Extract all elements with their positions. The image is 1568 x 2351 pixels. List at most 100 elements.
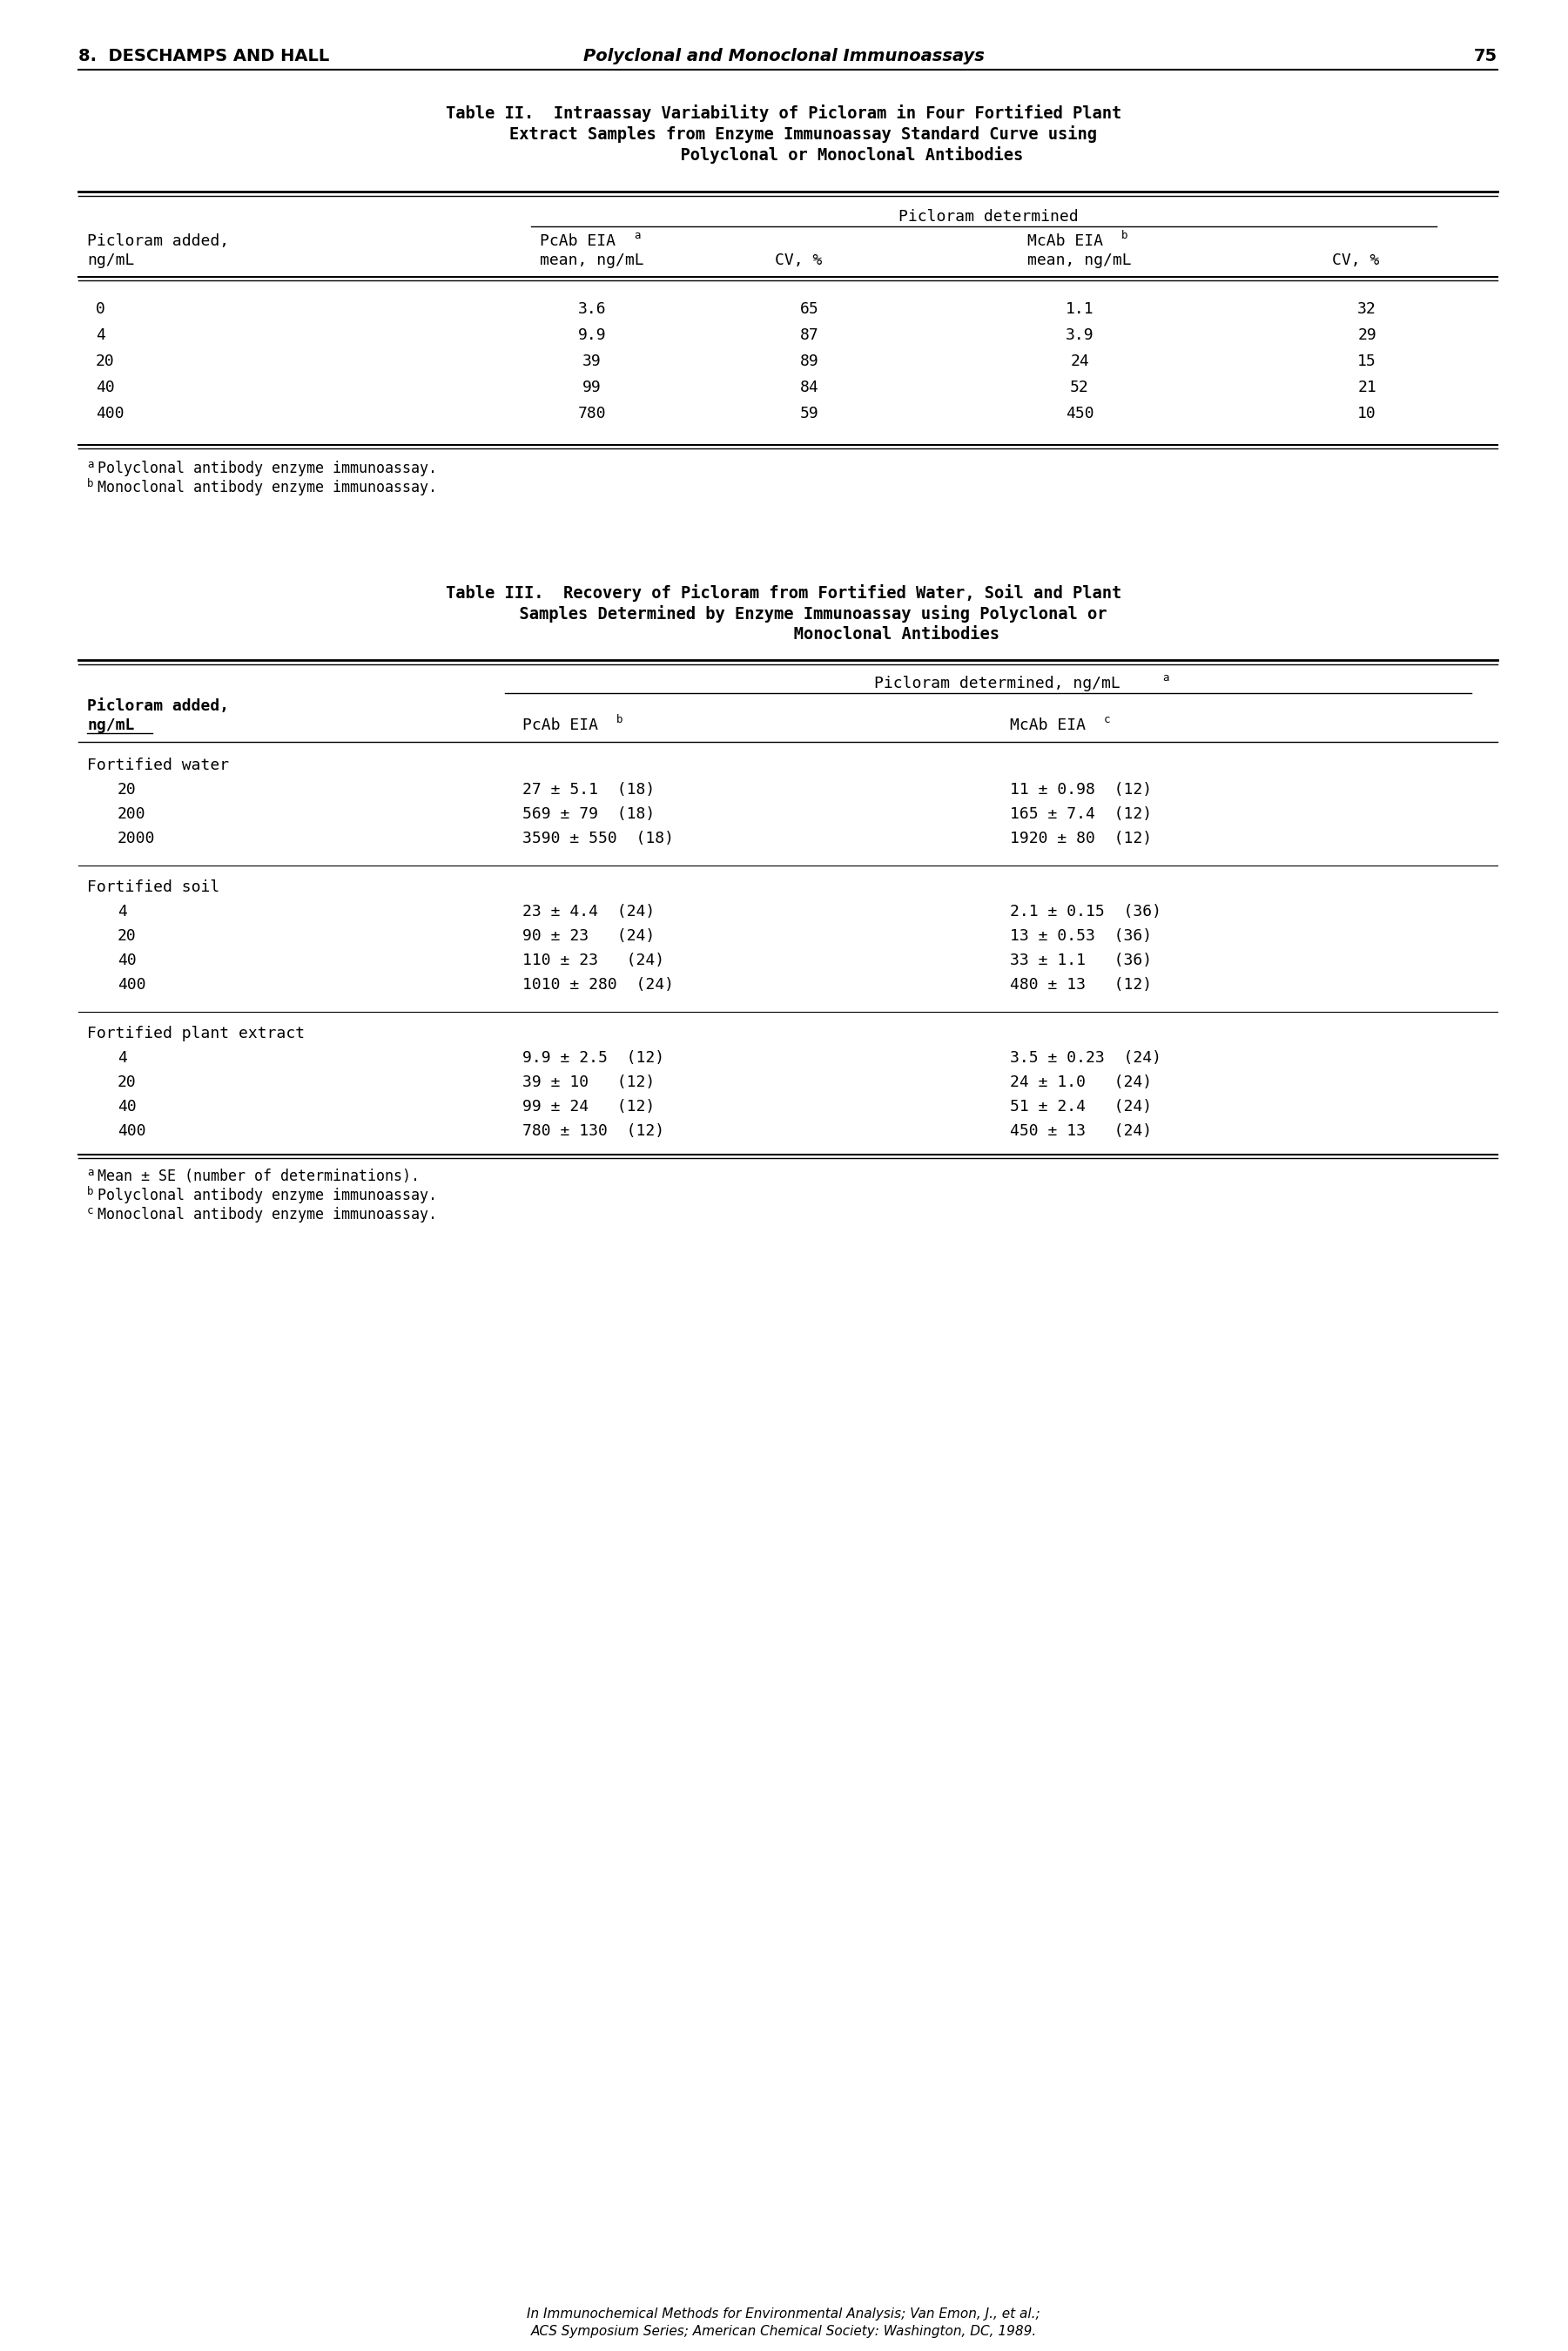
Text: CV, %: CV, % xyxy=(1333,252,1380,268)
Text: Monoclonal antibody enzyme immunoassay.: Monoclonal antibody enzyme immunoassay. xyxy=(97,1206,437,1223)
Text: Fortified plant extract: Fortified plant extract xyxy=(88,1025,304,1041)
Text: 0: 0 xyxy=(96,301,105,317)
Text: b: b xyxy=(616,715,622,726)
Text: Fortified soil: Fortified soil xyxy=(88,879,220,896)
Text: 99 ± 24   (12): 99 ± 24 (12) xyxy=(522,1098,655,1114)
Text: 15: 15 xyxy=(1358,353,1377,369)
Text: ng/mL: ng/mL xyxy=(88,252,135,268)
Text: 89: 89 xyxy=(800,353,818,369)
Text: 450 ± 13   (24): 450 ± 13 (24) xyxy=(1010,1124,1152,1138)
Text: 110 ± 23   (24): 110 ± 23 (24) xyxy=(522,952,665,969)
Text: PcAb EIA: PcAb EIA xyxy=(522,717,597,734)
Text: Picloram added,: Picloram added, xyxy=(88,698,229,715)
Text: 400: 400 xyxy=(118,978,146,992)
Text: 780: 780 xyxy=(579,407,607,421)
Text: 20: 20 xyxy=(96,353,114,369)
Text: 400: 400 xyxy=(96,407,124,421)
Text: 400: 400 xyxy=(118,1124,146,1138)
Text: 2.1 ± 0.15  (36): 2.1 ± 0.15 (36) xyxy=(1010,903,1162,919)
Text: 24: 24 xyxy=(1069,353,1090,369)
Text: McAb EIA: McAb EIA xyxy=(1010,717,1085,734)
Text: 40: 40 xyxy=(96,379,114,395)
Text: 33 ± 1.1   (36): 33 ± 1.1 (36) xyxy=(1010,952,1152,969)
Text: McAb EIA: McAb EIA xyxy=(1027,233,1102,249)
Text: 40: 40 xyxy=(118,952,136,969)
Text: a: a xyxy=(88,1166,94,1178)
Text: 39: 39 xyxy=(583,353,602,369)
Text: 3.5 ± 0.23  (24): 3.5 ± 0.23 (24) xyxy=(1010,1051,1162,1065)
Text: 27 ± 5.1  (18): 27 ± 5.1 (18) xyxy=(522,783,655,797)
Text: b: b xyxy=(88,477,94,489)
Text: 11 ± 0.98  (12): 11 ± 0.98 (12) xyxy=(1010,783,1152,797)
Text: Extract Samples from Enzyme Immunoassay Standard Curve using: Extract Samples from Enzyme Immunoassay … xyxy=(470,125,1098,143)
Text: Mean ± SE (number of determinations).: Mean ± SE (number of determinations). xyxy=(97,1168,420,1185)
Text: a: a xyxy=(1162,672,1168,684)
Text: 9.9: 9.9 xyxy=(579,327,607,343)
Text: Table II.  Intraassay Variability of Picloram in Four Fortified Plant: Table II. Intraassay Variability of Picl… xyxy=(445,103,1121,122)
Text: Polyclonal and Monoclonal Immunoassays: Polyclonal and Monoclonal Immunoassays xyxy=(583,47,985,63)
Text: 480 ± 13   (12): 480 ± 13 (12) xyxy=(1010,978,1152,992)
Text: 51 ± 2.4   (24): 51 ± 2.4 (24) xyxy=(1010,1098,1152,1114)
Text: c: c xyxy=(1104,715,1110,726)
Text: Picloram added,: Picloram added, xyxy=(88,233,229,249)
Text: 65: 65 xyxy=(800,301,818,317)
Text: Samples Determined by Enzyme Immunoassay using Polyclonal or: Samples Determined by Enzyme Immunoassay… xyxy=(461,604,1107,623)
Text: 569 ± 79  (18): 569 ± 79 (18) xyxy=(522,806,655,823)
Text: Polyclonal antibody enzyme immunoassay.: Polyclonal antibody enzyme immunoassay. xyxy=(97,461,437,477)
Text: 3.6: 3.6 xyxy=(579,301,607,317)
Text: 8.  DESCHAMPS AND HALL: 8. DESCHAMPS AND HALL xyxy=(78,47,329,63)
Text: CV, %: CV, % xyxy=(775,252,822,268)
Text: 780 ± 130  (12): 780 ± 130 (12) xyxy=(522,1124,665,1138)
Text: mean, ng/mL: mean, ng/mL xyxy=(539,252,644,268)
Text: 2000: 2000 xyxy=(118,830,155,846)
Text: ng/mL: ng/mL xyxy=(88,717,135,734)
Text: 40: 40 xyxy=(118,1098,136,1114)
Text: 87: 87 xyxy=(800,327,818,343)
Text: 9.9 ± 2.5  (12): 9.9 ± 2.5 (12) xyxy=(522,1051,665,1065)
Text: Polyclonal antibody enzyme immunoassay.: Polyclonal antibody enzyme immunoassay. xyxy=(97,1187,437,1204)
Text: 4: 4 xyxy=(96,327,105,343)
Text: 21: 21 xyxy=(1358,379,1377,395)
Text: Table III.  Recovery of Picloram from Fortified Water, Soil and Plant: Table III. Recovery of Picloram from For… xyxy=(445,585,1121,602)
Text: Picloram determined, ng/mL: Picloram determined, ng/mL xyxy=(873,675,1120,691)
Text: 1010 ± 280  (24): 1010 ± 280 (24) xyxy=(522,978,674,992)
Text: 450: 450 xyxy=(1065,407,1094,421)
Text: c: c xyxy=(88,1206,94,1215)
Text: 4: 4 xyxy=(118,903,127,919)
Text: 200: 200 xyxy=(118,806,146,823)
Text: PcAb EIA: PcAb EIA xyxy=(539,233,616,249)
Text: Fortified water: Fortified water xyxy=(88,757,229,773)
Text: 1.1: 1.1 xyxy=(1065,301,1094,317)
Text: 59: 59 xyxy=(800,407,818,421)
Text: 75: 75 xyxy=(1474,47,1497,63)
Text: 52: 52 xyxy=(1069,379,1090,395)
Text: ACS Symposium Series; American Chemical Society: Washington, DC, 1989.: ACS Symposium Series; American Chemical … xyxy=(530,2325,1036,2337)
Text: 1920 ± 80  (12): 1920 ± 80 (12) xyxy=(1010,830,1152,846)
Text: a: a xyxy=(88,458,94,470)
Text: 3590 ± 550  (18): 3590 ± 550 (18) xyxy=(522,830,674,846)
Text: b: b xyxy=(88,1185,94,1197)
Text: Monoclonal antibody enzyme immunoassay.: Monoclonal antibody enzyme immunoassay. xyxy=(97,480,437,496)
Text: 84: 84 xyxy=(800,379,818,395)
Text: mean, ng/mL: mean, ng/mL xyxy=(1027,252,1132,268)
Text: 4: 4 xyxy=(118,1051,127,1065)
Text: b: b xyxy=(1121,230,1127,242)
Text: Picloram determined: Picloram determined xyxy=(898,209,1079,226)
Text: a: a xyxy=(633,230,640,242)
Text: In Immunochemical Methods for Environmental Analysis; Van Emon, J., et al.;: In Immunochemical Methods for Environmen… xyxy=(527,2306,1040,2320)
Text: 90 ± 23   (24): 90 ± 23 (24) xyxy=(522,929,655,943)
Text: 39 ± 10   (12): 39 ± 10 (12) xyxy=(522,1074,655,1091)
Text: 29: 29 xyxy=(1358,327,1377,343)
Text: 10: 10 xyxy=(1358,407,1377,421)
Text: 23 ± 4.4  (24): 23 ± 4.4 (24) xyxy=(522,903,655,919)
Text: 20: 20 xyxy=(118,1074,136,1091)
Text: 13 ± 0.53  (36): 13 ± 0.53 (36) xyxy=(1010,929,1152,943)
Text: 24 ± 1.0   (24): 24 ± 1.0 (24) xyxy=(1010,1074,1152,1091)
Text: Polyclonal or Monoclonal Antibodies: Polyclonal or Monoclonal Antibodies xyxy=(544,146,1024,165)
Text: 32: 32 xyxy=(1358,301,1377,317)
Text: 20: 20 xyxy=(118,929,136,943)
Text: Monoclonal Antibodies: Monoclonal Antibodies xyxy=(568,625,999,642)
Text: 165 ± 7.4  (12): 165 ± 7.4 (12) xyxy=(1010,806,1152,823)
Text: 3.9: 3.9 xyxy=(1065,327,1094,343)
Text: 20: 20 xyxy=(118,783,136,797)
